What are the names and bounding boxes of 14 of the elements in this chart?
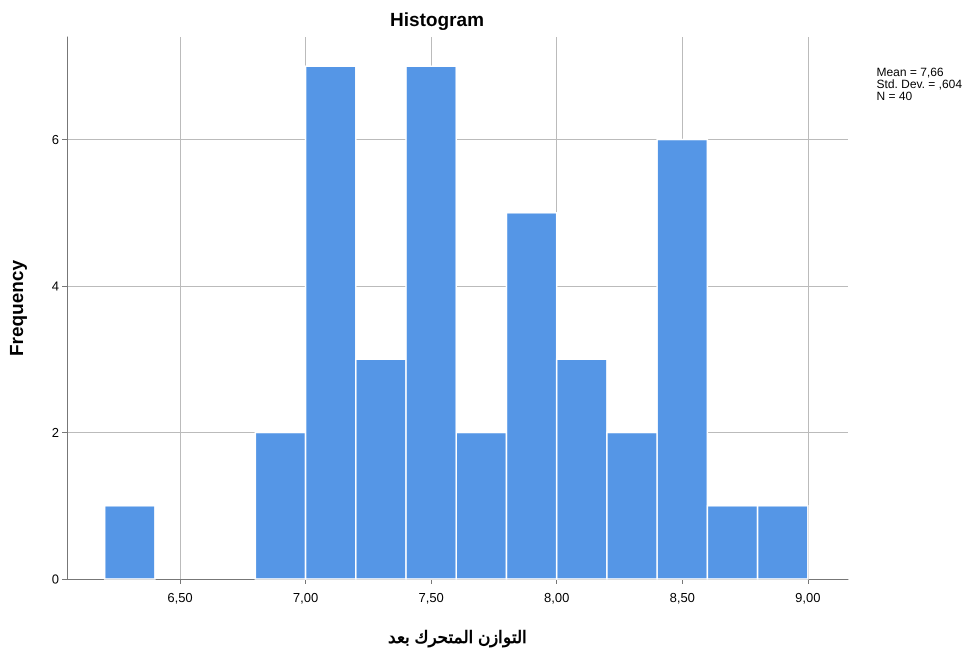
- x-tick-label: 8,50: [670, 590, 695, 605]
- y-tick-label: 6: [52, 132, 59, 148]
- chart-title: Histogram: [390, 10, 484, 31]
- x-axis-title: التوازن المتحرك بعد: [388, 628, 528, 648]
- y-tick-label: 4: [52, 278, 59, 294]
- x-tick-label: 7,00: [292, 590, 318, 605]
- x-tick-label: 9,00: [795, 590, 820, 605]
- y-tick-label: 2: [52, 425, 59, 440]
- text: Mean = 7,66 Std. Dev. = ,604 N = 40: [876, 65, 962, 103]
- x-tick-label: 8,00: [544, 590, 570, 605]
- x-tick-label: 6,50: [167, 590, 193, 605]
- x-tick-label: 7,50: [418, 590, 444, 605]
- y-axis-title: Frequency: [7, 260, 28, 356]
- y-tick-label: 0: [52, 572, 59, 586]
